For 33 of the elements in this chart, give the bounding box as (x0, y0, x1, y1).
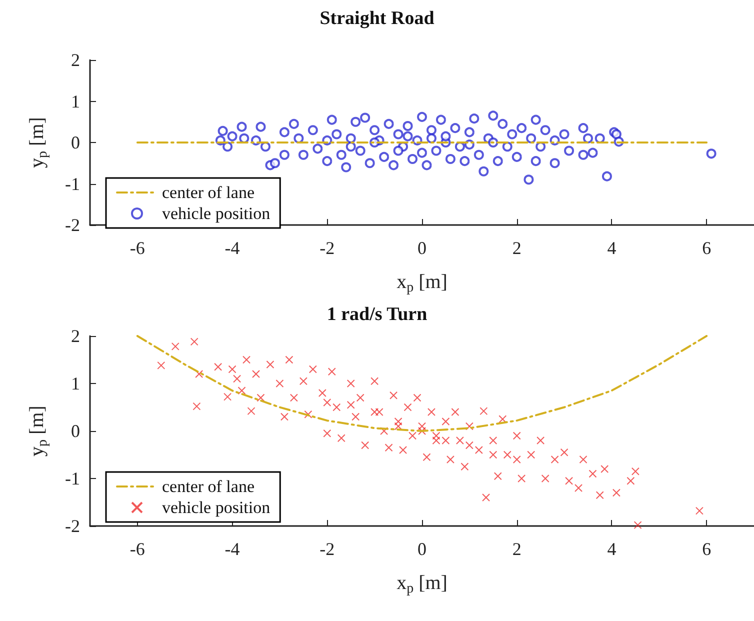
y-tick-label: -2 (65, 516, 80, 536)
x-tick-label: 6 (702, 238, 712, 258)
x-tick-label: -6 (130, 238, 145, 258)
y-tick-label: -1 (65, 468, 80, 488)
x-tick-label: 6 (702, 539, 712, 559)
y-tick-label: 0 (71, 132, 80, 152)
legend-label: center of lane (162, 477, 254, 496)
x-tick-label: 4 (607, 539, 616, 559)
y-tick-label: 1 (71, 374, 80, 394)
x-tick-label: 0 (418, 539, 426, 559)
x-tick-label: 4 (607, 238, 616, 258)
chart-title: 1 rad/s Turn (326, 304, 428, 325)
x-tick-label: -4 (224, 539, 240, 559)
y-tick-label: 1 (71, 91, 80, 112)
x-tick-label: -2 (320, 539, 335, 559)
legend-label: vehicle position (162, 204, 271, 223)
y-axis-title: yp [m] (26, 406, 50, 456)
legend-label: vehicle position (162, 498, 271, 517)
y-tick-label: 2 (71, 50, 80, 70)
x-tick-label: 2 (512, 539, 522, 559)
line-series (136, 335, 708, 432)
y-tick-label: -1 (65, 174, 80, 194)
x-tick-label: -4 (224, 238, 240, 258)
y-tick-label: 2 (71, 326, 80, 346)
legend-label: center of lane (162, 183, 254, 202)
y-tick-label: 0 (71, 421, 80, 441)
y-tick-label: -2 (65, 215, 80, 235)
x-tick-label: 0 (418, 238, 426, 258)
x-tick-label: -2 (320, 238, 335, 258)
chart-title: Straight Road (320, 8, 435, 29)
y-axis-title: yp [m] (26, 117, 50, 168)
x-tick-label: -6 (130, 539, 145, 559)
x-tick-label: 2 (512, 238, 522, 258)
